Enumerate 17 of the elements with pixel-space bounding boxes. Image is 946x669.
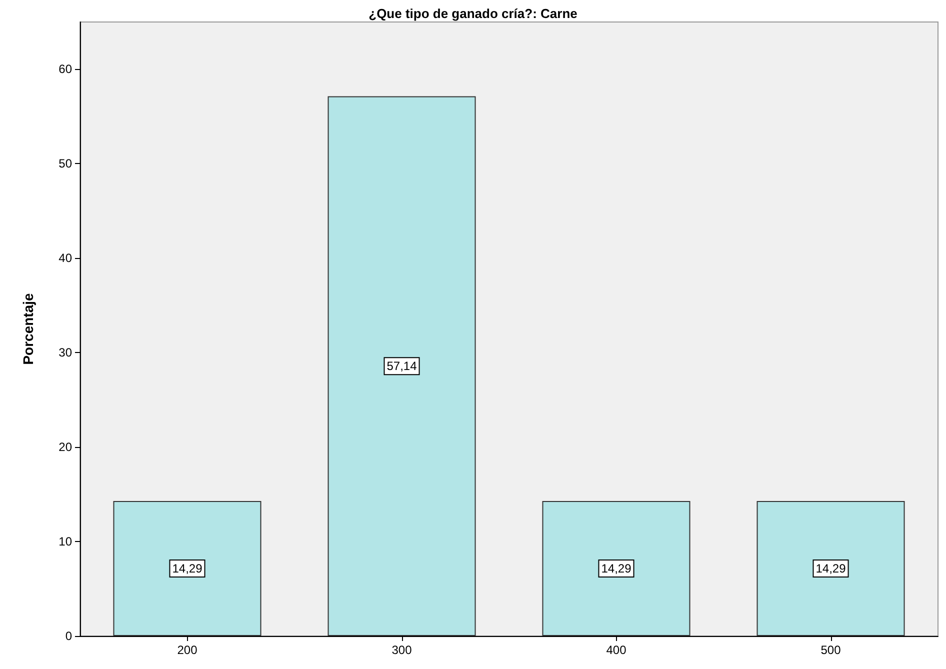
- y-tick-label: 60: [58, 62, 72, 76]
- y-tick-label: 40: [58, 251, 72, 266]
- x-tick-label: 300: [392, 643, 412, 657]
- y-axis-title: Porcentaje: [20, 292, 36, 365]
- x-tick-label: 400: [606, 643, 627, 657]
- chart-title: ¿Que tipo de ganado cría?: Carne: [368, 6, 578, 21]
- y-tick-label: 30: [58, 346, 72, 360]
- y-tick-label: 10: [58, 534, 72, 549]
- data-label: 14,29: [816, 562, 846, 576]
- data-label: 57,14: [386, 359, 418, 374]
- data-label: 14,29: [601, 562, 632, 576]
- y-tick-label: 0: [65, 629, 72, 643]
- data-label: 14,29: [172, 562, 203, 576]
- y-tick-label: 50: [58, 156, 72, 171]
- x-tick-label: 200: [177, 643, 198, 657]
- x-tick-label: 500: [820, 643, 842, 657]
- y-tick-label: 20: [58, 440, 72, 454]
